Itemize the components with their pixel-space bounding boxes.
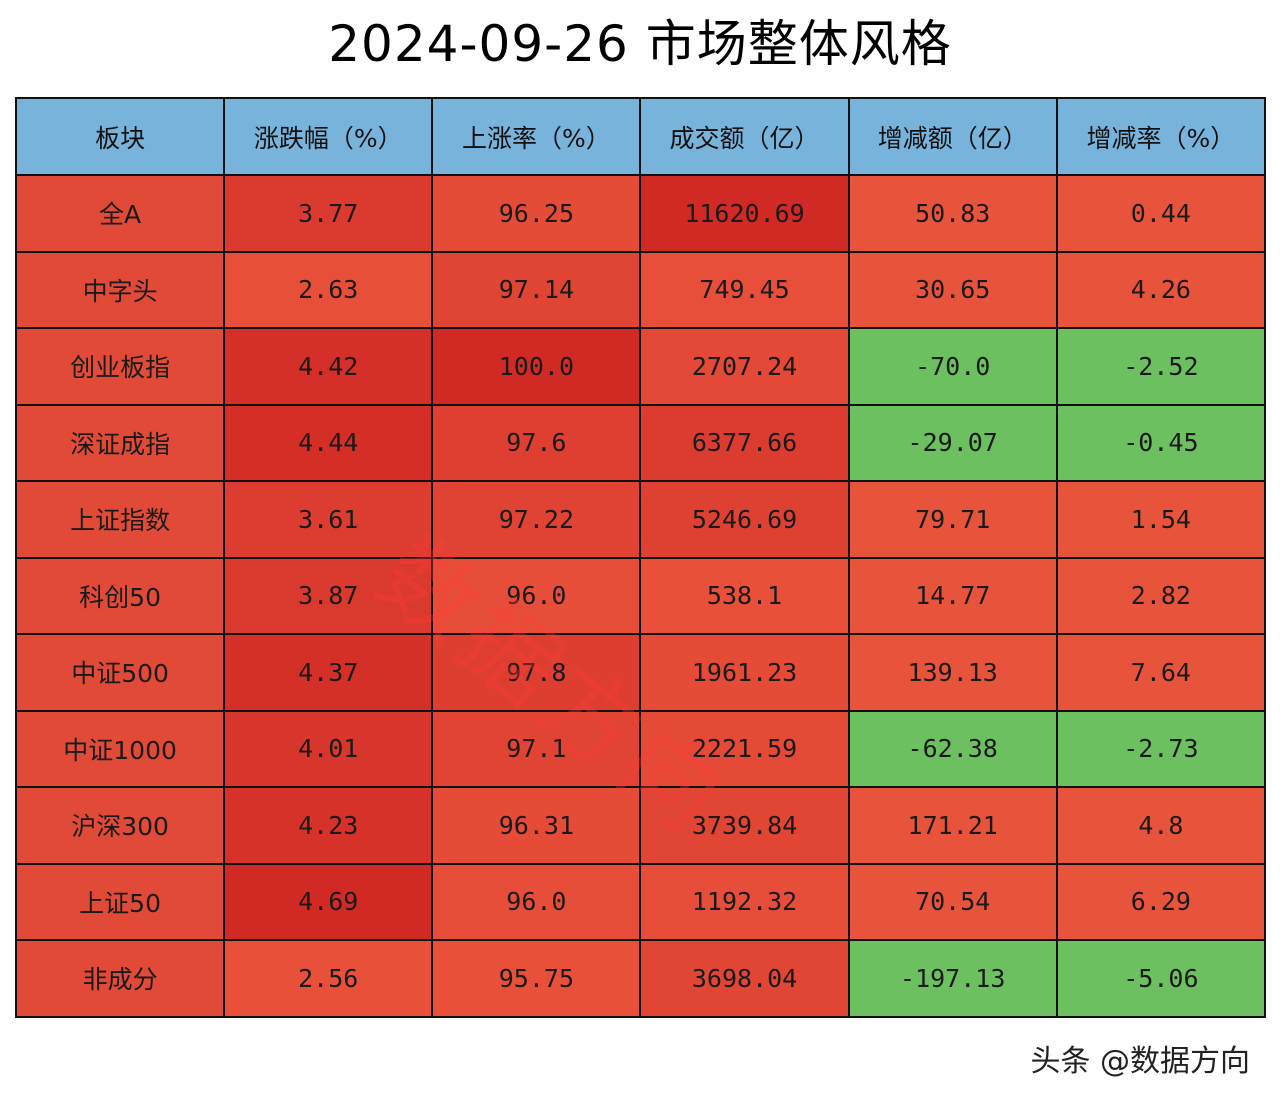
change-pct-cell: 2.56 [223, 939, 434, 1018]
sector-name-cell: 非成分 [14, 939, 226, 1018]
change-pct-cell: 4.37 [223, 633, 434, 712]
turnover-delta-cell: 171.21 [847, 786, 1058, 865]
turnover-delta-pct-cell: 1.54 [1055, 480, 1267, 559]
header-turnover: 成交额（亿） [639, 97, 850, 176]
turnover-delta-cell: 139.13 [847, 633, 1058, 712]
advance-rate-cell: 97.6 [431, 403, 642, 482]
turnover-cell: 2221.59 [639, 709, 850, 788]
turnover-cell: 2707.24 [639, 327, 850, 406]
sector-name-cell: 科创50 [14, 556, 226, 635]
table-row: 沪深300 4.23 96.31 3739.84 171.21 4.8 [14, 786, 1267, 865]
turnover-cell: 5246.69 [639, 480, 850, 559]
market-style-table: 板块 涨跌幅（%） 上涨率（%） 成交额（亿） 增减额（亿） 增减率（%） 全A 3.77 9… [14, 97, 1267, 1018]
turnover-delta-cell: 50.83 [847, 174, 1058, 253]
sector-name-cell: 中证1000 [14, 709, 226, 788]
sector-name-cell: 沪深300 [14, 786, 226, 865]
advance-rate-cell: 97.14 [431, 250, 642, 329]
sector-name-cell: 中字头 [14, 250, 226, 329]
sector-name-cell: 上证50 [14, 862, 226, 941]
change-pct-cell: 4.23 [223, 786, 434, 865]
sector-name-cell: 中证500 [14, 633, 226, 712]
turnover-cell: 1192.32 [639, 862, 850, 941]
turnover-cell: 1961.23 [639, 633, 850, 712]
table-row: 科创50 3.87 96.0 538.1 14.77 2.82 [14, 556, 1267, 635]
turnover-cell: 749.45 [639, 250, 850, 329]
turnover-delta-pct-cell: -2.73 [1055, 709, 1267, 788]
turnover-cell: 6377.66 [639, 403, 850, 482]
turnover-delta-cell: -70.0 [847, 327, 1058, 406]
turnover-delta-cell: 14.77 [847, 556, 1058, 635]
turnover-delta-pct-cell: 4.26 [1055, 250, 1267, 329]
table-row: 上证50 4.69 96.0 1192.32 70.54 6.29 [14, 862, 1267, 941]
change-pct-cell: 4.01 [223, 709, 434, 788]
table-row: 中字头 2.63 97.14 749.45 30.65 4.26 [14, 250, 1267, 329]
turnover-cell: 3739.84 [639, 786, 850, 865]
turnover-cell: 11620.69 [639, 174, 850, 253]
change-pct-cell: 4.42 [223, 327, 434, 406]
advance-rate-cell: 95.75 [431, 939, 642, 1018]
change-pct-cell: 3.77 [223, 174, 434, 253]
header-turnover-delta: 增减额（亿） [847, 97, 1058, 176]
sector-name-cell: 创业板指 [14, 327, 226, 406]
turnover-delta-pct-cell: 0.44 [1055, 174, 1267, 253]
change-pct-cell: 2.63 [223, 250, 434, 329]
table-row: 全A 3.77 96.25 11620.69 50.83 0.44 [14, 174, 1267, 253]
chart-title: 2024-09-26 市场整体风格 [328, 15, 952, 73]
table-row: 深证成指 4.44 97.6 6377.66 -29.07 -0.45 [14, 403, 1267, 482]
advance-rate-cell: 100.0 [431, 327, 642, 406]
turnover-delta-pct-cell: 7.64 [1055, 633, 1267, 712]
header-advance-rate: 上涨率（%） [431, 97, 642, 176]
turnover-delta-cell: -29.07 [847, 403, 1058, 482]
sector-name-cell: 上证指数 [14, 480, 226, 559]
sector-name-cell: 深证成指 [14, 403, 226, 482]
turnover-delta-pct-cell: 6.29 [1055, 862, 1267, 941]
change-pct-cell: 4.44 [223, 403, 434, 482]
turnover-delta-pct-cell: -0.45 [1055, 403, 1267, 482]
turnover-delta-cell: -197.13 [847, 939, 1058, 1018]
turnover-delta-pct-cell: 2.82 [1055, 556, 1267, 635]
advance-rate-cell: 96.0 [431, 556, 642, 635]
table-row: 中证1000 4.01 97.1 2221.59 -62.38 -2.73 [14, 709, 1267, 788]
turnover-delta-pct-cell: 4.8 [1055, 786, 1267, 865]
advance-rate-cell: 97.8 [431, 633, 642, 712]
table-row: 非成分 2.56 95.75 3698.04 -197.13 -5.06 [14, 939, 1267, 1018]
turnover-delta-cell: 70.54 [847, 862, 1058, 941]
header-row: 板块 涨跌幅（%） 上涨率（%） 成交额（亿） 增减额（亿） 增减率（%） [14, 97, 1267, 176]
header-change-pct: 涨跌幅（%） [223, 97, 434, 176]
turnover-cell: 3698.04 [639, 939, 850, 1018]
header-sector: 板块 [14, 97, 226, 176]
change-pct-cell: 3.61 [223, 480, 434, 559]
advance-rate-cell: 97.22 [431, 480, 642, 559]
sector-name-cell: 全A [14, 174, 226, 253]
table-body: 全A 3.77 96.25 11620.69 50.83 0.44 中字头 2.63 97.14… [14, 174, 1267, 1018]
turnover-delta-pct-cell: -5.06 [1055, 939, 1267, 1018]
table-row: 创业板指 4.42 100.0 2707.24 -70.0 -2.52 [14, 327, 1267, 406]
turnover-delta-cell: 30.65 [847, 250, 1058, 329]
turnover-delta-cell: -62.38 [847, 709, 1058, 788]
change-pct-cell: 4.69 [223, 862, 434, 941]
turnover-cell: 538.1 [639, 556, 850, 635]
turnover-delta-pct-cell: -2.52 [1055, 327, 1267, 406]
header-turnover-delta-pct: 增减率（%） [1055, 97, 1267, 176]
advance-rate-cell: 96.25 [431, 174, 642, 253]
advance-rate-cell: 96.0 [431, 862, 642, 941]
table-row: 中证500 4.37 97.8 1961.23 139.13 7.64 [14, 633, 1267, 712]
table-row: 上证指数 3.61 97.22 5246.69 79.71 1.54 [14, 480, 1267, 559]
advance-rate-cell: 97.1 [431, 709, 642, 788]
source-credit: 头条 @数据方向 [1030, 1044, 1250, 1079]
advance-rate-cell: 96.31 [431, 786, 642, 865]
turnover-delta-cell: 79.71 [847, 480, 1058, 559]
change-pct-cell: 3.87 [223, 556, 434, 635]
